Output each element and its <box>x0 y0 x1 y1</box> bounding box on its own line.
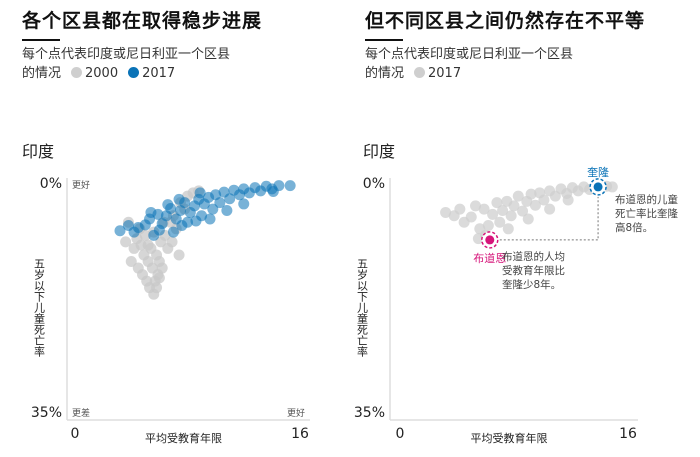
data-point-2017 <box>204 213 216 225</box>
data-point-2017 <box>221 204 233 216</box>
data-point-2017 <box>562 194 574 206</box>
data-point-2017 <box>538 194 550 206</box>
legend-dot-2017 <box>128 67 140 78</box>
left-country: 印度 <box>22 142 55 161</box>
data-point-2017 <box>190 215 202 227</box>
data-point-2017 <box>214 197 226 209</box>
data-point-2017 <box>472 233 484 245</box>
highlight-point <box>485 235 495 245</box>
x-tick-label: 16 <box>291 426 309 442</box>
data-point-2000 <box>173 249 185 261</box>
data-point-2017 <box>529 199 541 211</box>
data-point-2017 <box>238 198 250 210</box>
title-rule <box>22 39 60 41</box>
data-point-2017 <box>176 220 188 232</box>
y-tick-label: 0% <box>40 176 62 192</box>
annotation-budaun: 布道恩的人均 <box>502 250 565 263</box>
data-point-2017 <box>162 199 174 211</box>
corner-label-worse: 更差 <box>72 407 90 419</box>
y-axis-label: 五岁以下儿童死亡率 <box>33 258 46 358</box>
x-axis-label: 平均受教育年限 <box>471 431 548 445</box>
data-point-2017 <box>454 203 466 215</box>
x-axis-label: 平均受教育年限 <box>145 431 222 445</box>
data-point-2000 <box>125 256 137 268</box>
legend-dot-2017 <box>414 67 426 78</box>
legend-2017: 2017 <box>142 66 176 81</box>
data-point-2017 <box>544 203 556 215</box>
data-point-2017 <box>505 210 517 222</box>
data-point-2017 <box>497 204 509 216</box>
data-point-2017 <box>508 200 520 212</box>
data-point-2017 <box>606 181 618 193</box>
data-point-2017 <box>114 225 126 237</box>
label-kollam: 奎隆 <box>587 165 609 179</box>
corner-label-better: 更好 <box>287 407 305 419</box>
x-tick-label: 0 <box>396 426 405 442</box>
data-point-2017 <box>494 216 506 228</box>
data-point-2017 <box>440 206 452 218</box>
corner-label-better: 更好 <box>72 179 90 191</box>
connector-line <box>499 196 599 241</box>
left-subtitle: 每个点代表印度或尼日利亚一个区县 的情况 2000 2017 <box>22 47 231 81</box>
data-point-2000 <box>151 282 163 294</box>
title-rule <box>365 39 403 41</box>
highlight-point <box>593 182 603 192</box>
legend-2017: 2017 <box>428 66 462 81</box>
right-country: 印度 <box>363 142 396 161</box>
data-point-2000 <box>156 262 168 274</box>
x-tick-label: 16 <box>619 426 637 442</box>
data-point-2000 <box>153 272 165 284</box>
data-point-2017 <box>224 193 236 205</box>
annotation-kollam: 死亡率比奎隆 <box>615 207 678 220</box>
left-title: 各个区县都在取得稳步进展 <box>22 10 263 32</box>
data-point-2017 <box>465 211 477 223</box>
annotation-budaun: 受教育年限比 <box>502 264 565 277</box>
data-point-2017 <box>522 213 534 225</box>
annotation-budaun: 奎隆少8年。 <box>502 278 561 291</box>
data-point-2000 <box>166 236 178 248</box>
x-tick-label: 0 <box>71 426 80 442</box>
legend-dot-2000 <box>71 67 83 78</box>
y-axis-label: 五岁以下儿童死亡率 <box>356 258 369 358</box>
legend-2000: 2000 <box>85 66 119 81</box>
annotation-kollam: 布道恩的儿童 <box>615 193 678 206</box>
data-point-2017 <box>194 187 206 199</box>
data-point-2017 <box>517 205 529 217</box>
data-point-2000 <box>139 229 151 241</box>
data-point-2017 <box>525 188 537 200</box>
y-tick-label: 0% <box>363 176 385 192</box>
data-point-2017 <box>284 180 296 192</box>
right-subtitle: 每个点代表印度或尼日利亚一个区县 的情况 2017 <box>365 47 574 81</box>
data-point-2017 <box>153 224 165 236</box>
data-point-2017 <box>267 186 279 198</box>
y-tick-label: 35% <box>31 405 62 421</box>
data-point-2017 <box>502 223 514 235</box>
data-point-2000 <box>135 239 147 251</box>
right-title: 但不同区县之间仍然存在不平等 <box>365 10 646 32</box>
data-point-2017 <box>207 203 219 215</box>
data-point-2017 <box>470 200 482 212</box>
data-point-2017 <box>512 190 524 202</box>
data-point-2017 <box>487 208 499 220</box>
y-tick-label: 35% <box>354 405 385 421</box>
data-point-2017 <box>491 197 503 209</box>
data-point-2017 <box>145 206 157 218</box>
data-point-2017 <box>482 220 494 232</box>
label-budaun: 布道恩 <box>473 251 506 265</box>
data-point-2017 <box>167 226 179 238</box>
data-point-2017 <box>478 203 490 215</box>
data-point-2017 <box>173 193 185 205</box>
data-point-2000 <box>120 236 132 248</box>
annotation-kollam: 高8倍。 <box>615 221 653 234</box>
